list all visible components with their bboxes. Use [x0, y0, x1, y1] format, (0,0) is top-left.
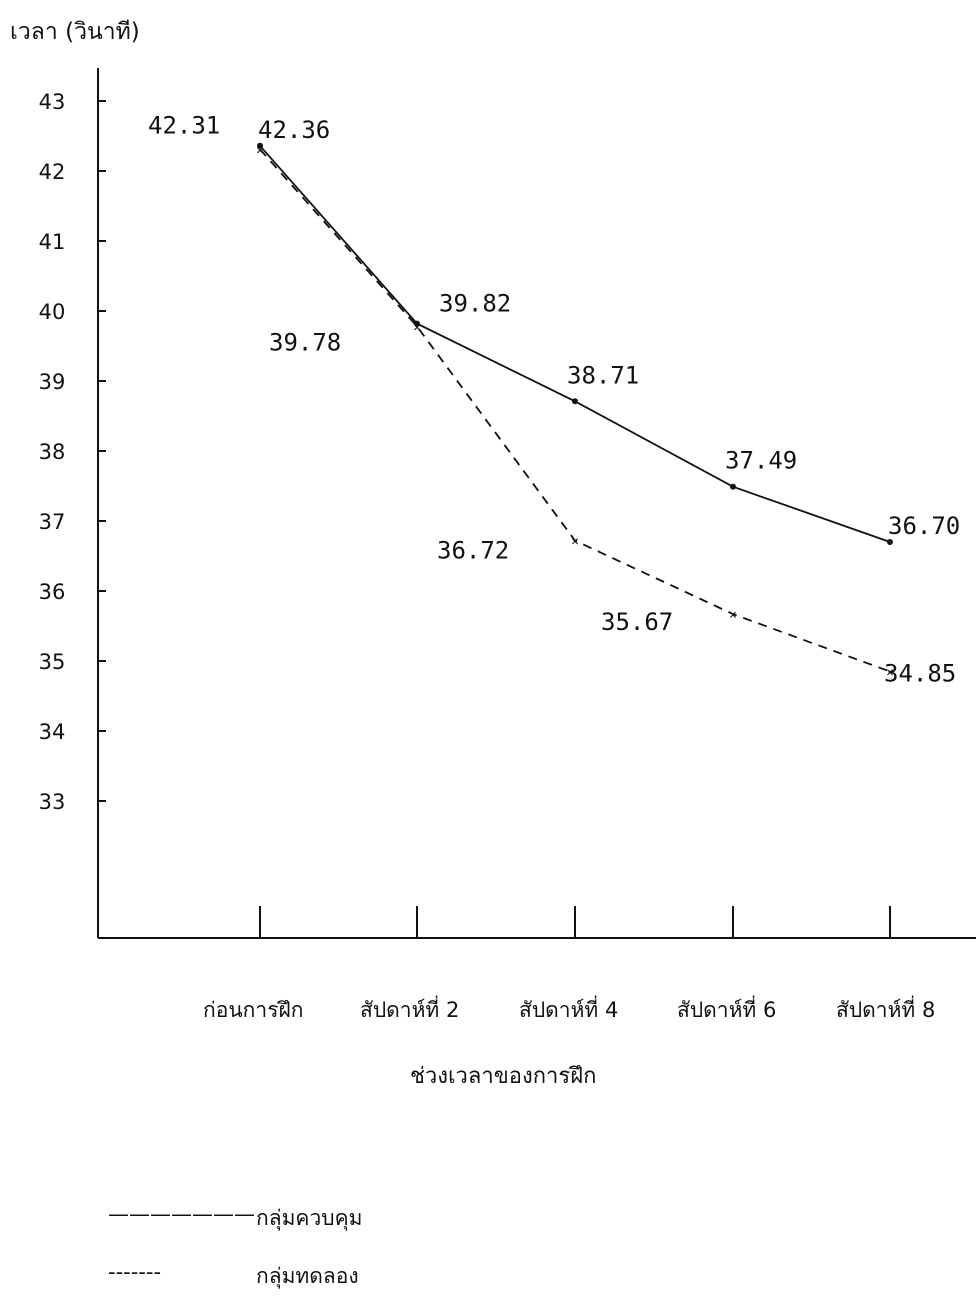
legend-solid-line-sample: ———————: [108, 1202, 255, 1226]
data-point: [887, 539, 893, 545]
data-point: [414, 320, 420, 327]
x-tick-label: สัปดาห์ที่ 2: [360, 998, 460, 1022]
series-line-experimental: [259, 148, 891, 673]
data-point: ×: [413, 320, 421, 335]
x-tick-label: สัปดาห์ที่ 6: [677, 998, 777, 1022]
y-axis-title: เวลา (วินาที): [10, 19, 140, 45]
x-tick-label: สัปดาห์ที่ 4: [519, 998, 619, 1022]
axes: [97, 68, 976, 939]
data-label: 38.71: [567, 361, 639, 389]
data-label: 34.85: [884, 660, 956, 688]
data-label: 36.70: [888, 512, 960, 540]
y-tick-label: 36: [39, 580, 66, 604]
y-tick-label: 33: [39, 790, 66, 814]
data-point: [572, 398, 578, 405]
y-tick-label: 39: [39, 370, 66, 394]
data-point: ×: [729, 608, 737, 623]
x-tick-label: ก่อนการฝึก: [203, 998, 304, 1022]
y-tick-label: 38: [39, 440, 66, 464]
y-tick-label: 34: [39, 720, 66, 744]
legend-dashed-line-sample: -------: [108, 1260, 162, 1284]
data-label: 35.67: [601, 608, 673, 636]
y-tick-label: 40: [39, 300, 66, 324]
y-tick-label: 37: [39, 510, 66, 534]
series-group: × × × × ×: [256, 142, 894, 681]
legend-label-control: กลุ่มควบคุม: [256, 1206, 363, 1230]
x-axis-title: ช่วงเวลาของการฝึก: [410, 1064, 597, 1089]
data-point: ×: [571, 535, 579, 550]
x-ticks: [259, 906, 891, 938]
y-tick-label: 43: [39, 90, 66, 114]
data-label: 42.36: [258, 116, 330, 144]
data-point: [257, 142, 263, 149]
data-label: 39.82: [439, 290, 511, 318]
y-tick-label: 41: [39, 230, 66, 254]
y-tick-label: 42: [39, 160, 66, 184]
data-point: [730, 483, 736, 490]
data-label: 37.49: [725, 447, 797, 475]
y-tick-label: 35: [39, 650, 66, 674]
legend-label-experimental: กลุ่มทดลอง: [256, 1264, 359, 1288]
data-labels: 42.36 39.82 38.71 37.49 36.70 42.31 39.78 36.72…: [148, 111, 960, 687]
data-point: ×: [886, 666, 894, 681]
data-label: 39.78: [269, 328, 341, 356]
data-point: ×: [256, 143, 264, 158]
x-tick-label: สัปดาห์ที่ 8: [836, 998, 936, 1022]
y-ticks: 33 34 35 36 37 38 39 40 41 42 43: [39, 90, 106, 814]
series-line-control: [259, 145, 891, 543]
data-label: 36.72: [437, 537, 509, 565]
data-label: 42.31: [148, 111, 220, 139]
